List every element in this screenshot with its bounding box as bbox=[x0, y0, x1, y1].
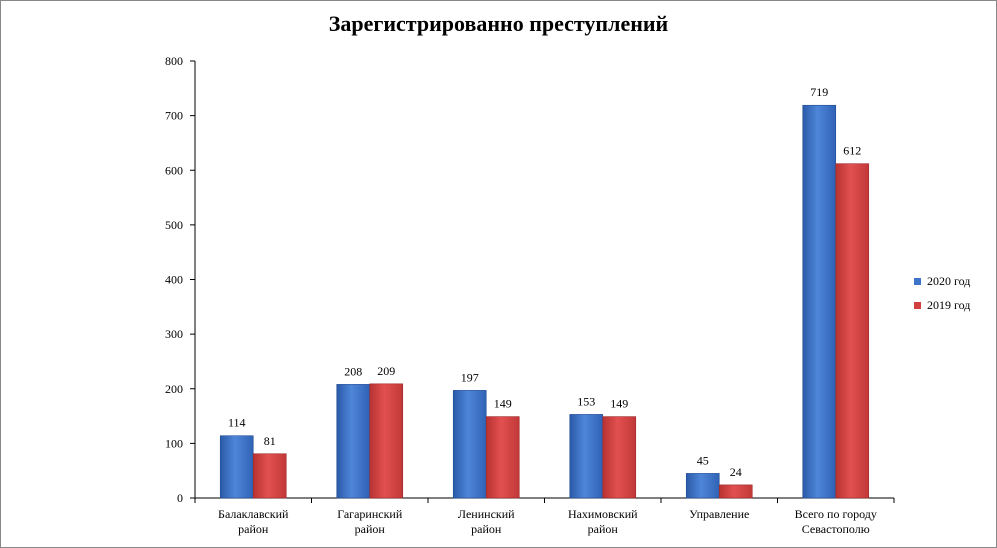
x-tick-label-line: Балаклавский bbox=[218, 507, 289, 521]
y-tick-label: 300 bbox=[165, 327, 183, 341]
x-tick-label: Управление bbox=[689, 507, 749, 521]
chart-title: Зарегистрированно преступлений bbox=[328, 11, 669, 36]
x-tick-label-line: Нахимовский bbox=[568, 507, 638, 521]
x-tick-label-line: Управление bbox=[689, 507, 749, 521]
x-tick-label: Всего по городу Севастополю bbox=[795, 507, 877, 536]
legend-item: 2019 год bbox=[914, 293, 970, 317]
legend-label: 2020 год bbox=[927, 273, 971, 288]
y-tick-label: 0 bbox=[177, 491, 183, 505]
data-labels: 114 81 208 209 197 149 153 149 45 24 719 612 bbox=[228, 85, 861, 479]
bar-series-2019 bbox=[369, 383, 404, 499]
y-tick-label: 200 bbox=[165, 382, 183, 396]
x-tick-label-line: район bbox=[471, 522, 502, 536]
y-tick-label: 800 bbox=[165, 54, 183, 68]
bar-series-2019 bbox=[252, 453, 287, 499]
data-label: 114 bbox=[228, 416, 246, 430]
data-label: 153 bbox=[577, 394, 595, 408]
bar-series-2020 bbox=[802, 104, 837, 499]
legend-swatch bbox=[914, 301, 921, 309]
legend-item: 2020 год bbox=[914, 269, 970, 293]
data-label: 149 bbox=[610, 397, 628, 411]
y-tick-label: 500 bbox=[165, 218, 183, 232]
data-label: 197 bbox=[461, 370, 479, 384]
bar-series-2019 bbox=[602, 416, 637, 499]
legend: 2020 год 2019 год bbox=[914, 269, 970, 317]
x-tick-label-line: район bbox=[588, 522, 619, 536]
axes: 0 100 200 300 400 500 600 700 800 bbox=[165, 54, 895, 505]
x-tick-label: Гагаринский район bbox=[337, 507, 403, 536]
y-tick-label: 100 bbox=[165, 436, 183, 450]
x-tick-label: Нахимовский район bbox=[568, 507, 638, 536]
bar-series-2020 bbox=[569, 414, 604, 499]
y-tick-label: 600 bbox=[165, 163, 183, 177]
bar-series-2020 bbox=[219, 435, 254, 499]
data-label: 24 bbox=[730, 465, 742, 479]
bar-series-2019 bbox=[835, 163, 870, 499]
data-label: 149 bbox=[494, 397, 512, 411]
x-tick-label-line: район bbox=[355, 522, 386, 536]
data-label: 612 bbox=[843, 144, 861, 158]
bar-series-2019 bbox=[485, 416, 520, 499]
bar-series-2020 bbox=[336, 384, 371, 499]
data-label: 208 bbox=[344, 364, 362, 378]
data-label: 209 bbox=[377, 364, 395, 378]
x-tick-label-line: район bbox=[238, 522, 269, 536]
y-tick-label: 400 bbox=[165, 273, 183, 287]
bar-series-2019 bbox=[718, 484, 753, 499]
y-tick-label: 700 bbox=[165, 109, 183, 123]
data-label: 81 bbox=[264, 434, 276, 448]
x-tick-label-line: Гагаринский bbox=[337, 507, 403, 521]
x-tick-label-line: Всего по городу bbox=[795, 507, 877, 521]
x-tick-label: Балаклавский район bbox=[218, 507, 289, 536]
bar-series-2020 bbox=[685, 473, 720, 499]
x-tick-label: Ленинский район bbox=[458, 507, 515, 536]
legend-label: 2019 год bbox=[927, 297, 971, 312]
data-label: 45 bbox=[697, 453, 709, 467]
legend-swatch bbox=[914, 277, 921, 285]
bars bbox=[219, 104, 870, 499]
x-tick-label-line: Севастополю bbox=[802, 522, 870, 536]
bar-series-2020 bbox=[452, 390, 487, 499]
x-tick-label-line: Ленинский bbox=[458, 507, 515, 521]
data-label: 719 bbox=[810, 85, 828, 99]
